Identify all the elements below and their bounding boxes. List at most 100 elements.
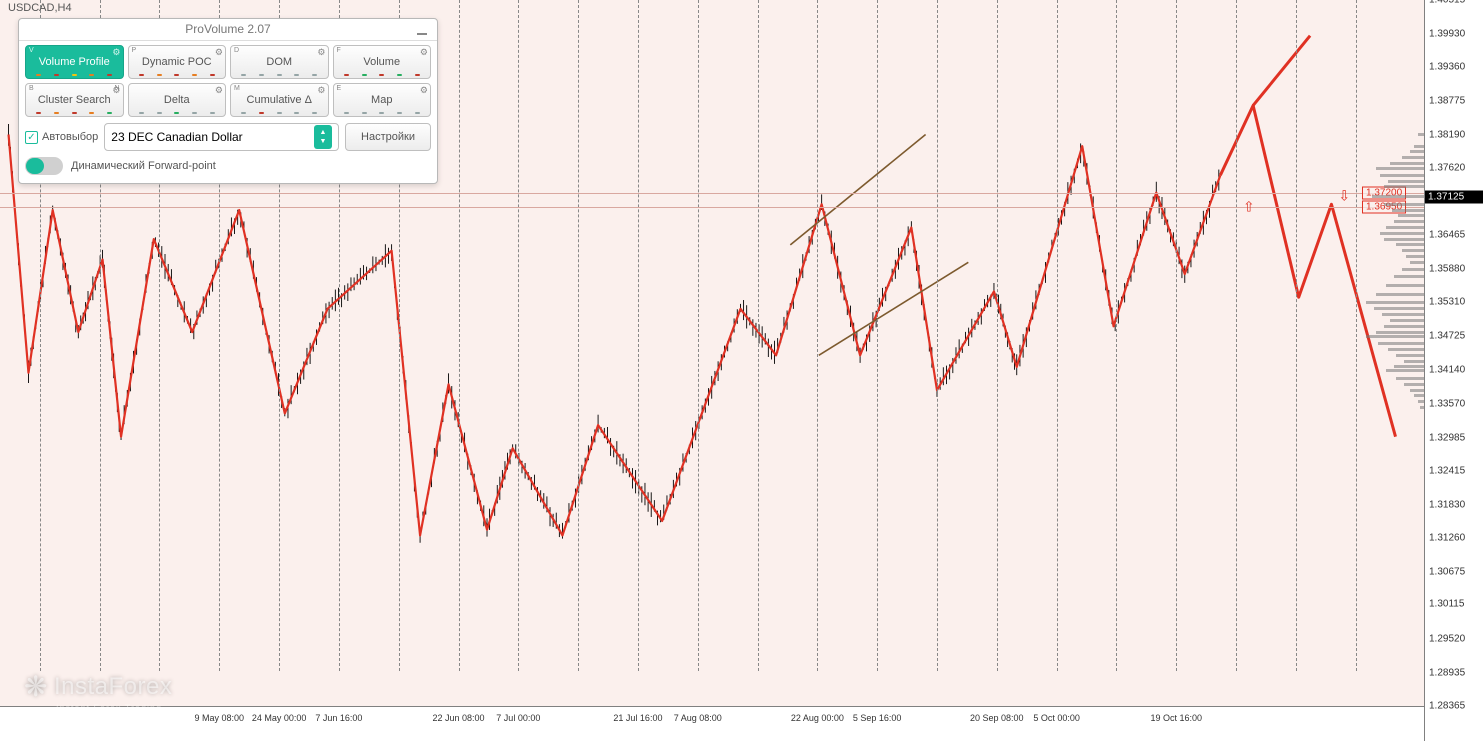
vgrid-line — [937, 0, 938, 671]
gear-icon[interactable]: ⚙ — [112, 85, 120, 96]
pv-dynamic-poc-button[interactable]: P⚙Dynamic POC — [128, 45, 227, 79]
pv-forward-row: Динамический Forward-point — [19, 157, 437, 183]
x-tick: 7 Jun 16:00 — [315, 713, 362, 723]
volume-profile-bar — [1384, 325, 1424, 328]
globe-icon: ❋ — [24, 670, 48, 703]
vgrid-line — [1356, 0, 1357, 671]
volume-profile-bar — [1376, 167, 1424, 170]
gear-icon[interactable]: ⚙ — [317, 85, 325, 96]
watermark-sub: Instant Forex Trading — [56, 703, 162, 713]
contract-spinner[interactable]: ▲▼ — [314, 125, 332, 149]
vgrid-line — [578, 0, 579, 671]
pv-cumulative--button[interactable]: M⚙Cumulative Δ — [230, 83, 329, 117]
horizontal-level-line — [0, 207, 1424, 208]
gear-icon[interactable]: ⚙ — [420, 47, 428, 58]
y-tick: 1.35310 — [1429, 297, 1465, 308]
y-tick: 1.33570 — [1429, 398, 1465, 409]
volume-profile-bar — [1372, 195, 1424, 198]
volume-profile-bar — [1402, 156, 1424, 159]
x-tick: 7 Aug 08:00 — [674, 713, 722, 723]
y-tick: 1.28935 — [1429, 667, 1465, 678]
pv-button-label: Volume Profile — [39, 56, 110, 68]
y-tick: 1.31830 — [1429, 499, 1465, 510]
settings-button[interactable]: Настройки — [345, 123, 431, 151]
x-axis: 9 May 08:0024 May 00:007 Jun 16:0022 Jun… — [0, 706, 1424, 741]
autoselect-label: Автовыбор — [42, 131, 98, 143]
volume-profile-bar — [1374, 307, 1424, 310]
gear-icon[interactable]: ⚙ — [215, 85, 223, 96]
volume-profile-bar — [1406, 255, 1424, 258]
chart-root: USDCAD,H4 1.405151.399301.393601.387751.… — [0, 0, 1484, 741]
x-tick: 22 Jun 08:00 — [432, 713, 484, 723]
provolume-title[interactable]: ProVolume 2.07 — [19, 19, 437, 41]
pv-volume-profile-button[interactable]: V⚙Volume Profile — [25, 45, 124, 79]
pv-cluster-search-button[interactable]: BN⚙Cluster Search — [25, 83, 124, 117]
volume-profile-bar — [1380, 232, 1424, 235]
vgrid-line — [997, 0, 998, 671]
volume-profile-bar — [1418, 133, 1424, 136]
current-price-marker: 1.37125 — [1425, 190, 1483, 203]
gear-icon[interactable]: ⚙ — [317, 47, 325, 58]
y-tick: 1.39930 — [1429, 28, 1465, 39]
y-tick: 1.32985 — [1429, 432, 1465, 443]
volume-profile-bar — [1394, 220, 1424, 223]
vgrid-line — [1176, 0, 1177, 671]
gear-icon[interactable]: ⚙ — [420, 85, 428, 96]
vgrid-line — [1236, 0, 1237, 671]
volume-profile-bar — [1402, 249, 1424, 252]
vgrid-line — [1296, 0, 1297, 671]
down-arrow-icon: ⇩ — [1338, 187, 1350, 204]
horizontal-level-line — [0, 193, 1424, 194]
x-tick: 5 Oct 00:00 — [1033, 713, 1080, 723]
y-tick: 1.38775 — [1429, 96, 1465, 107]
y-tick: 1.39360 — [1429, 62, 1465, 73]
pv-delta-button[interactable]: ⚙ Delta — [128, 83, 227, 117]
pv-button-row-1: V⚙Volume ProfileP⚙Dynamic POCD⚙DOMF⚙Volu… — [19, 41, 437, 79]
volume-profile-bar — [1378, 342, 1424, 345]
volume-profile-bar — [1396, 354, 1424, 357]
pv-volume-button[interactable]: F⚙Volume — [333, 45, 432, 79]
gear-icon[interactable]: ⚙ — [112, 47, 120, 58]
pv-button-label: Cluster Search — [38, 94, 111, 106]
x-tick: 22 Aug 00:00 — [791, 713, 844, 723]
y-tick: 1.40515 — [1429, 0, 1465, 6]
gear-icon[interactable]: ⚙ — [215, 47, 223, 58]
watermark: ❋ InstaForex — [24, 670, 172, 703]
y-tick: 1.30115 — [1429, 599, 1464, 610]
pv-button-label: DOM — [266, 56, 292, 68]
pv-map-button[interactable]: E⚙Map — [333, 83, 432, 117]
autoselect-checkbox[interactable]: ✓ — [25, 131, 38, 144]
y-tick: 1.31260 — [1429, 532, 1465, 543]
provolume-window[interactable]: ProVolume 2.07 V⚙Volume ProfileP⚙Dynamic… — [18, 18, 438, 184]
x-tick: 7 Jul 00:00 — [496, 713, 540, 723]
y-tick: 1.32415 — [1429, 465, 1465, 476]
vgrid-line — [1057, 0, 1058, 671]
y-tick: 1.38190 — [1429, 130, 1465, 141]
volume-profile-bar — [1392, 209, 1424, 212]
pv-dom-button[interactable]: D⚙DOM — [230, 45, 329, 79]
forward-point-toggle[interactable] — [25, 157, 63, 175]
volume-profile-bar — [1380, 174, 1424, 177]
pv-button-label: Dynamic POC — [142, 56, 212, 68]
contract-select[interactable]: 23 DEC Canadian Dollar ▲▼ — [104, 123, 339, 151]
volume-profile-bar — [1404, 383, 1424, 386]
minimize-button[interactable] — [415, 21, 429, 35]
pv-button-label: Map — [371, 94, 392, 106]
x-tick: 20 Sep 08:00 — [970, 713, 1024, 723]
autoselect-checkbox-wrap[interactable]: ✓ Автовыбор — [25, 131, 98, 144]
pv-contract-row: ✓ Автовыбор 23 DEC Canadian Dollar ▲▼ На… — [19, 117, 437, 157]
contract-value: 23 DEC Canadian Dollar — [111, 130, 242, 144]
volume-profile-bar — [1410, 261, 1424, 264]
forward-point-label: Динамический Forward-point — [71, 160, 216, 172]
pv-button-label: Cumulative Δ — [247, 94, 312, 106]
volume-profile-bar — [1384, 185, 1424, 188]
volume-profile-bar — [1390, 319, 1424, 322]
provolume-title-text: ProVolume 2.07 — [185, 22, 270, 36]
volume-profile-bar — [1402, 268, 1424, 271]
pv-button-label: Delta — [164, 94, 190, 106]
y-tick: 1.37620 — [1429, 163, 1465, 174]
vgrid-line — [638, 0, 639, 671]
vgrid-line — [758, 0, 759, 671]
pv-button-row-2: BN⚙Cluster Search⚙DeltaM⚙Cumulative ΔE⚙M… — [19, 79, 437, 117]
volume-profile-bar — [1384, 238, 1424, 241]
